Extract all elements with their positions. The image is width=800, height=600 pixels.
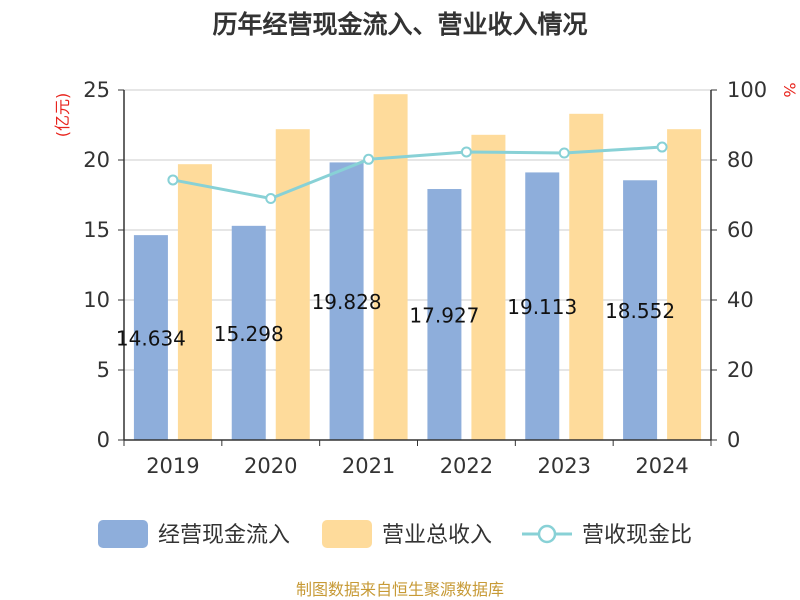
bar-total-revenue — [471, 134, 506, 441]
bar-cash-inflow — [623, 180, 658, 440]
line-point — [460, 146, 472, 158]
line-point — [363, 153, 375, 165]
x-tick-label: 2024 — [635, 454, 688, 478]
left-tick-label: 15 — [83, 218, 110, 242]
grid — [124, 89, 711, 371]
bar-total-revenue — [667, 129, 702, 440]
x-tick-label: 2022 — [440, 454, 493, 478]
legend-label-total-revenue: 营业总收入 — [382, 523, 492, 548]
bar-cash-inflow — [427, 189, 462, 440]
bar-total-revenue — [275, 129, 310, 440]
right-tick-label: 60 — [727, 218, 754, 242]
data-label: 17.927 — [409, 304, 479, 328]
bar-cash-inflow — [329, 162, 364, 440]
bars — [133, 94, 702, 441]
legend: 经营现金流入 营业总收入 营收现金比 — [98, 520, 692, 548]
right-tick-label: 40 — [727, 288, 754, 312]
left-tick-label: 0 — [97, 428, 110, 452]
bar-cash-inflow — [133, 235, 168, 440]
chart-title: 历年经营现金流入、营业收入情况 — [212, 10, 587, 39]
line-point — [656, 141, 668, 153]
left-tick-label: 5 — [97, 358, 110, 382]
data-label: 19.113 — [507, 295, 577, 319]
source-footer: 制图数据来自恒生聚源数据库 — [296, 580, 504, 599]
left-tick-label: 10 — [83, 288, 110, 312]
data-label: 15.298 — [214, 322, 284, 346]
revenue-cash-ratio-line — [172, 145, 663, 201]
line-point — [167, 174, 179, 186]
x-tick-label: 2019 — [146, 454, 199, 478]
right-tick-label: 20 — [727, 358, 754, 382]
left-tick-label: 20 — [83, 148, 110, 172]
legend-label-ratio: 营收现金比 — [582, 523, 692, 548]
right-tick-label: 100 — [727, 78, 767, 102]
left-tick-label: 25 — [83, 78, 110, 102]
line-series — [167, 141, 668, 204]
legend-swatch-total-revenue — [322, 520, 372, 548]
right-tick-label: 80 — [727, 148, 754, 172]
bar-total-revenue — [569, 113, 604, 441]
bar-cash-inflow — [231, 225, 266, 440]
x-tick-label: 2020 — [244, 454, 297, 478]
axes: 0 5 10 15 20 25 0 20 40 60 80 100 2019 2020 2021 2022 20… — [83, 78, 767, 478]
data-label: 18.552 — [605, 299, 675, 323]
line-point — [265, 193, 277, 204]
right-axis-unit: % — [780, 82, 799, 97]
data-labels: 14.634 15.298 19.828 17.927 19.113 18.552 — [116, 290, 675, 350]
right-tick-label: 0 — [727, 428, 740, 452]
bar-total-revenue — [373, 94, 408, 440]
bar-cash-inflow — [525, 172, 560, 440]
legend-label-cash-inflow: 经营现金流入 — [158, 523, 290, 548]
bar-total-revenue — [177, 164, 212, 440]
x-tick-label: 2021 — [342, 454, 395, 478]
line-point — [558, 147, 570, 159]
data-label: 14.634 — [116, 327, 186, 351]
left-axis-unit: (亿元) — [53, 93, 72, 138]
legend-swatch-marker — [537, 524, 557, 544]
data-label: 19.828 — [312, 290, 382, 314]
legend-swatch-cash-inflow — [98, 520, 148, 548]
x-tick-label: 2023 — [538, 454, 591, 478]
